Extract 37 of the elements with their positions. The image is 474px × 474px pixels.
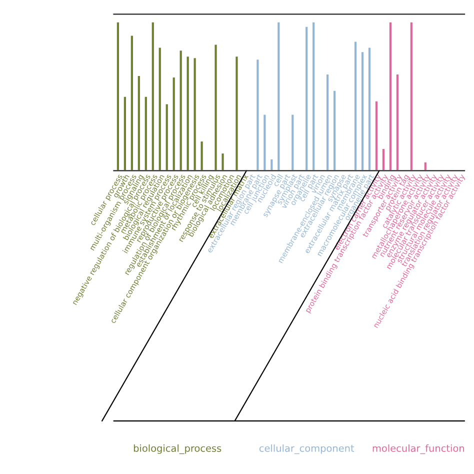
bar — [150, 20, 156, 171]
bar — [185, 55, 190, 171]
bar — [129, 34, 134, 171]
bar — [422, 161, 428, 171]
bar — [381, 148, 386, 171]
text: cellular_component — [259, 444, 354, 454]
text: biological_process — [134, 444, 222, 454]
bar — [164, 102, 170, 171]
bar — [178, 49, 184, 171]
bar — [262, 113, 268, 171]
bar — [290, 113, 296, 171]
bar — [171, 76, 176, 171]
bar — [325, 73, 330, 171]
bar — [269, 158, 274, 171]
bar — [353, 40, 358, 171]
bar — [136, 74, 142, 171]
bar — [360, 50, 365, 171]
bar — [332, 90, 337, 171]
bar — [255, 58, 260, 171]
bar — [367, 46, 372, 171]
bar — [234, 55, 240, 171]
bar — [304, 25, 310, 171]
bar — [374, 100, 379, 171]
bar — [213, 43, 218, 171]
bar — [395, 73, 400, 171]
bar — [116, 20, 120, 171]
bar — [311, 20, 316, 171]
bar — [388, 20, 393, 171]
bar — [220, 152, 226, 171]
bar — [192, 56, 198, 171]
bar — [143, 95, 148, 171]
bar — [408, 20, 414, 171]
text: molecular_function — [372, 444, 464, 454]
bar — [122, 95, 128, 171]
bar — [157, 46, 162, 171]
bar — [199, 140, 204, 171]
bar — [276, 20, 282, 171]
